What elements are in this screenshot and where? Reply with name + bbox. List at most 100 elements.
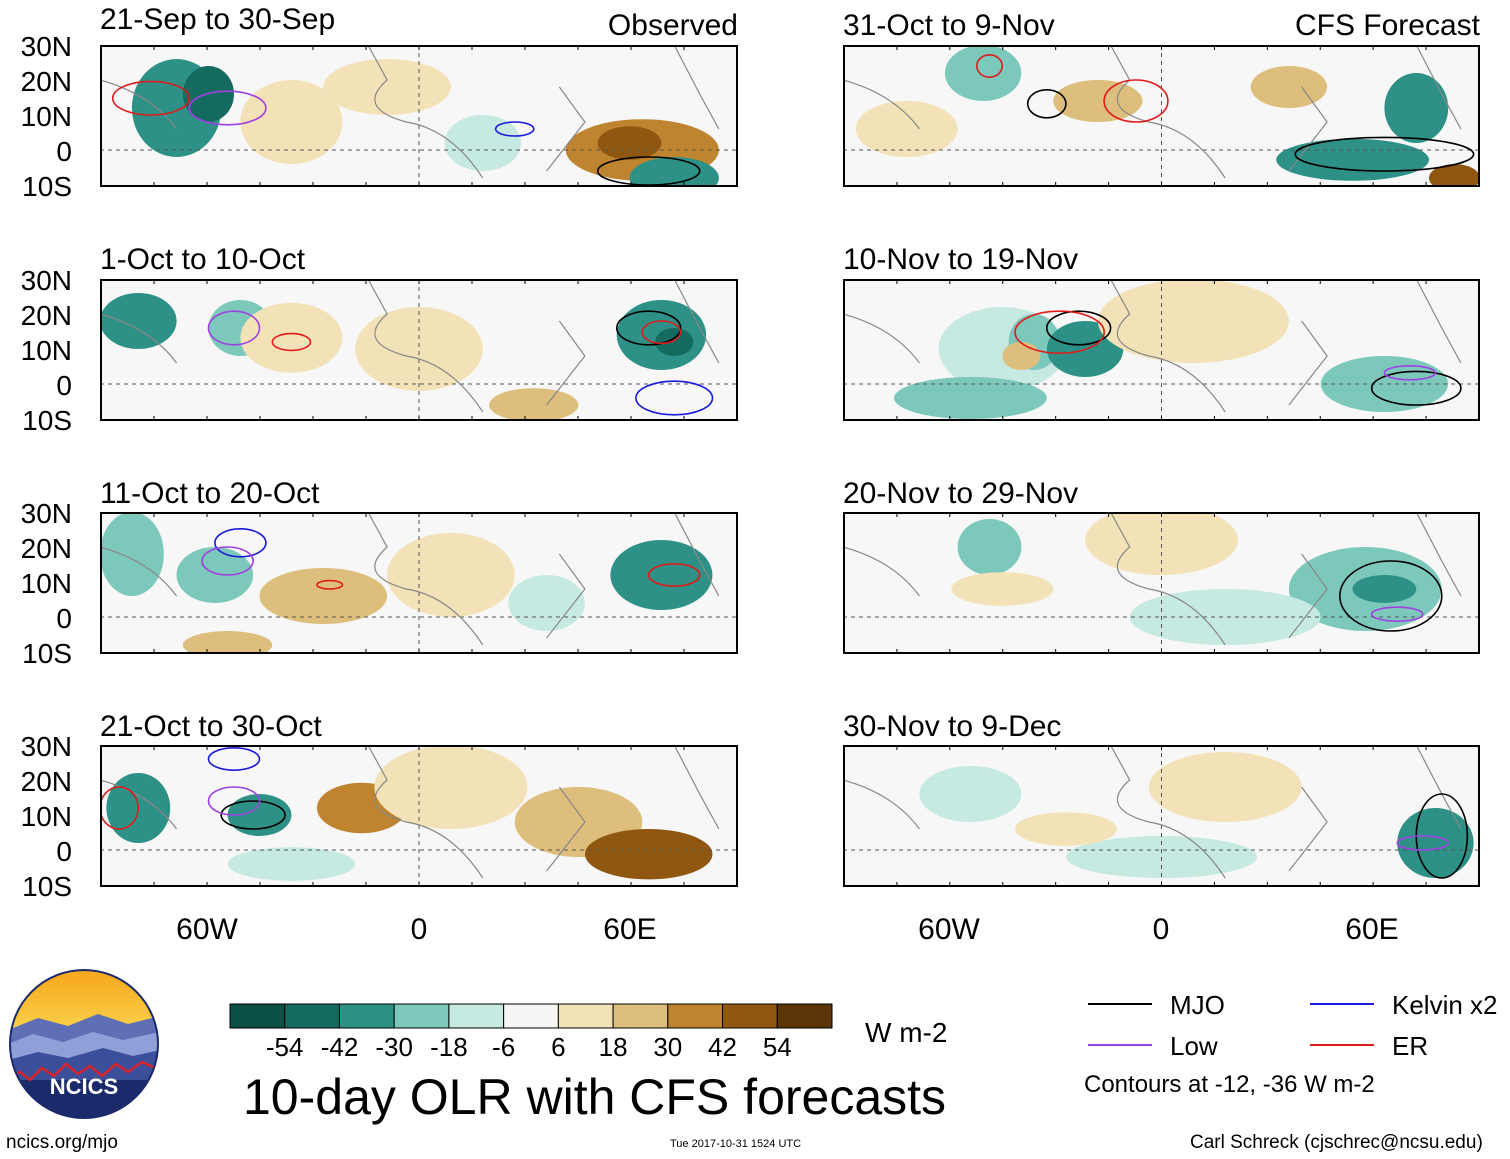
- panel-title-8: 30-Nov to 9-Dec: [843, 710, 1062, 743]
- anomaly-region: [176, 547, 254, 603]
- wave-contour: [188, 90, 267, 126]
- colorbar-swatch: [776, 1003, 833, 1029]
- lat-tick-30n-row4: 30N: [20, 731, 72, 762]
- colorbar-swatch: [557, 1003, 614, 1029]
- map-panel-2: [100, 279, 738, 421]
- map-panel-6: [843, 279, 1480, 421]
- colorbar-swatch: [612, 1003, 669, 1029]
- wave-contour: [641, 320, 682, 345]
- anomaly-region: [1014, 812, 1117, 846]
- anomaly-region: [629, 157, 719, 186]
- lat-tick-30n-row2: 30N: [20, 265, 72, 296]
- coastline: [101, 280, 720, 413]
- footer-timestamp: Tue 2017-10-31 1524 UTC: [670, 1138, 802, 1150]
- wave-contour: [1294, 136, 1475, 172]
- legend-label-low: Low: [1170, 1031, 1218, 1061]
- colorbar-swatch: [667, 1003, 724, 1029]
- coastline: [101, 746, 720, 879]
- lat-tick-0-row3: 0: [56, 603, 72, 634]
- anomaly-region: [1320, 356, 1449, 412]
- legend-swatch-er: [1310, 1044, 1374, 1046]
- lon-tick-60e-right: 60E: [1345, 913, 1399, 946]
- anomaly-region: [101, 293, 177, 349]
- wave-contour: [316, 579, 344, 590]
- wave-contour: [1370, 606, 1424, 622]
- wave-contour: [1014, 310, 1105, 355]
- legend-label-er: ER: [1392, 1031, 1429, 1061]
- anomaly-region: [655, 328, 694, 356]
- panel-title-4: 21-Oct to 30-Oct: [100, 710, 322, 743]
- anomaly-region: [1129, 589, 1321, 645]
- anomaly-region: [894, 377, 1047, 419]
- wave-contour: [207, 747, 261, 771]
- legend-swatch-mjo: [1088, 1003, 1152, 1005]
- wave-contour: [101, 786, 139, 830]
- colorbar-swatch: [393, 1003, 450, 1029]
- panel-title-5: 31-Oct to 9-Nov: [843, 9, 1055, 42]
- observed-label: Observed: [607, 9, 738, 42]
- anomaly-region: [240, 302, 343, 373]
- wave-contour: [1103, 79, 1169, 123]
- lat-tick-10n-row4: 10N: [20, 801, 72, 832]
- contour-legend: MJO Kelvin x2 Low ER Contours at -12, -3…: [1084, 990, 1508, 1102]
- lat-tick-0-row1: 0: [56, 136, 72, 167]
- colorbar-level-label: 6: [551, 1032, 566, 1062]
- lat-tick-20n-row1: 20N: [20, 66, 72, 97]
- anomaly-region: [1250, 66, 1328, 108]
- lat-tick-20n-row3: 20N: [20, 533, 72, 564]
- lat-tick-10n-row3: 10N: [20, 568, 72, 599]
- panel-title-6: 10-Nov to 19-Nov: [843, 243, 1079, 276]
- anomaly-region: [1002, 342, 1041, 370]
- wave-contour: [1370, 370, 1462, 406]
- anomaly-region: [1384, 73, 1449, 143]
- legend-label-mjo: MJO: [1170, 990, 1225, 1020]
- anomaly-region: [355, 307, 483, 391]
- anomaly-region: [855, 101, 958, 157]
- colorbar-level-label: -30: [375, 1032, 413, 1062]
- map-panel-7: [843, 512, 1480, 654]
- colorbar-swatch: [338, 1003, 395, 1029]
- wave-contour: [1046, 310, 1112, 346]
- legend-swatch-kelvin: [1310, 1003, 1374, 1005]
- colorbar-level-label: -6: [492, 1032, 516, 1062]
- anomaly-region: [1148, 752, 1302, 822]
- wave-contour: [201, 546, 254, 576]
- lon-tick-60w-right: 60W: [918, 913, 980, 946]
- coastline: [844, 513, 1462, 646]
- ncics-logo: NCICS: [9, 969, 159, 1119]
- map-panel-4: [100, 745, 738, 887]
- colorbar-swatch: [448, 1003, 505, 1029]
- lat-tick-10s-row4: 10S: [22, 871, 72, 902]
- anomaly-region: [584, 829, 713, 880]
- lon-tick-0-left: 0: [410, 913, 428, 946]
- lat-tick-20n-row4: 20N: [20, 766, 72, 797]
- anomaly-region: [1053, 80, 1143, 122]
- legend-swatch-low: [1088, 1044, 1152, 1046]
- anomaly-region: [101, 513, 164, 596]
- anomaly-region: [1429, 164, 1479, 186]
- colorbar-level-label: 54: [762, 1032, 792, 1062]
- anomaly-region: [610, 540, 713, 610]
- lat-tick-20n-row2: 20N: [20, 300, 72, 331]
- wave-contour: [615, 310, 682, 346]
- panel-title-3: 11-Oct to 20-Oct: [100, 477, 320, 510]
- wave-contour: [1338, 560, 1443, 632]
- wave-contour: [635, 380, 714, 416]
- colorbar-level-label: -18: [430, 1032, 468, 1062]
- lon-tick-60w-left: 60W: [176, 913, 238, 946]
- wave-contour: [214, 527, 267, 558]
- footer-author: Carl Schreck (cjschrec@ncsu.edu): [1190, 1132, 1483, 1153]
- units-label: W m-2: [865, 1017, 948, 1048]
- colorbar-level-label: -42: [320, 1032, 359, 1062]
- main-title: 10-day OLR with CFS forecasts: [243, 1069, 947, 1125]
- legend-note: Contours at -12, -36 W m-2: [1084, 1071, 1375, 1098]
- lat-tick-0-row2: 0: [56, 370, 72, 401]
- colorbar-level-label: 42: [708, 1032, 737, 1062]
- wave-contour: [271, 332, 312, 352]
- wave-contour: [647, 562, 701, 587]
- anomaly-region: [374, 746, 528, 829]
- footer-url[interactable]: ncics.org/mjo: [6, 1132, 118, 1153]
- anomaly-region: [259, 568, 388, 624]
- legend-label-kelvin: Kelvin x2: [1392, 990, 1498, 1020]
- coastline: [101, 46, 720, 179]
